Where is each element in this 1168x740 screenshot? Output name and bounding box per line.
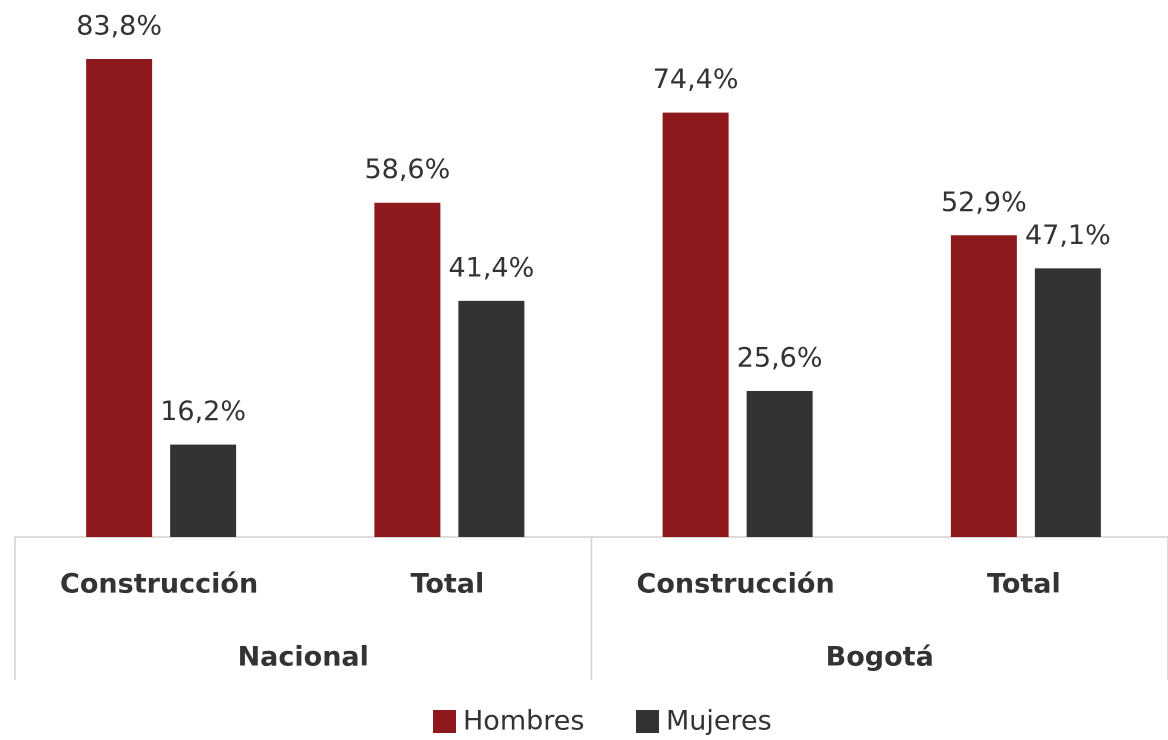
bar [950,235,1017,537]
data-label: 47,1% [1025,220,1111,251]
data-label: 52,9% [941,187,1027,218]
bar [662,112,729,537]
x-tick-label: Total [987,569,1061,600]
x-tick-label: Total [410,569,484,600]
x-tick-label: Construcción [637,569,835,600]
data-label: 25,6% [737,342,823,373]
data-label: 58,6% [364,154,450,185]
data-label: 41,4% [448,252,534,283]
group-label: Bogotá [826,642,934,673]
x-tick-label: Construcción [60,569,258,600]
bar [374,202,441,537]
legend-label: Mujeres [666,706,772,737]
data-label: 83,8% [76,11,162,42]
bar [458,300,525,537]
legend-swatch [636,710,659,733]
legend-label: Hombres [463,706,584,737]
legend-swatch [433,710,456,733]
bar [86,59,153,538]
data-label: 16,2% [160,396,246,427]
bar [746,390,813,537]
group-label: Nacional [238,642,369,673]
bar [170,444,237,537]
bar [1034,268,1101,537]
data-label: 74,4% [653,64,739,95]
